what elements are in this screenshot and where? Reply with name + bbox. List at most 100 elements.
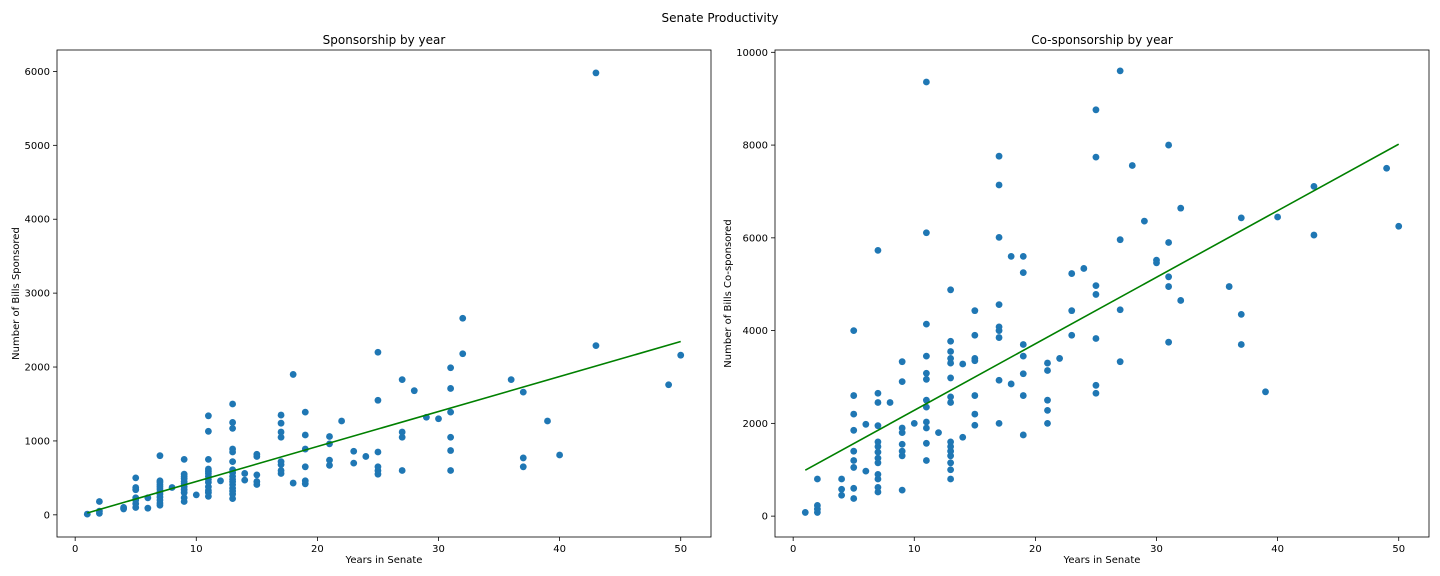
data-point xyxy=(289,479,297,487)
data-point xyxy=(350,459,358,467)
data-point xyxy=(229,400,237,408)
data-point xyxy=(1007,252,1015,260)
data-point xyxy=(1019,431,1027,439)
data-point xyxy=(144,504,152,512)
data-point xyxy=(971,307,979,315)
data-point xyxy=(1165,283,1173,290)
data-point xyxy=(277,419,285,427)
data-point xyxy=(862,467,870,475)
data-point xyxy=(995,181,1003,189)
data-point xyxy=(180,456,188,463)
data-point xyxy=(362,453,370,460)
data-point xyxy=(874,454,882,462)
data-point xyxy=(204,412,212,420)
data-point xyxy=(519,463,527,471)
data-point xyxy=(995,323,1003,331)
data-point xyxy=(1044,396,1051,404)
data-point xyxy=(947,438,955,446)
data-point xyxy=(1165,239,1173,246)
data-point xyxy=(862,420,870,428)
data-point xyxy=(898,424,906,432)
x-tick-label: 50 xyxy=(674,544,687,555)
data-point xyxy=(947,466,955,474)
data-point xyxy=(898,486,906,494)
data-point xyxy=(277,458,285,466)
data-point xyxy=(838,485,846,493)
data-point xyxy=(838,475,846,483)
data-point xyxy=(922,375,930,383)
data-point xyxy=(971,421,979,429)
data-point xyxy=(995,376,1003,384)
data-point xyxy=(229,419,237,426)
y-tick-label: 1000 xyxy=(25,436,50,447)
data-point xyxy=(922,424,930,432)
data-point xyxy=(1165,273,1173,281)
data-point xyxy=(217,477,224,485)
data-point xyxy=(947,459,955,467)
x-tick-label: 40 xyxy=(1271,544,1284,555)
data-point xyxy=(1274,213,1282,221)
data-point xyxy=(971,410,979,418)
data-point xyxy=(850,392,858,399)
data-point xyxy=(156,452,164,460)
data-point xyxy=(1092,381,1100,389)
data-point xyxy=(947,393,955,401)
data-point xyxy=(1044,367,1051,374)
data-point xyxy=(1092,282,1100,290)
chart-title: Sponsorship by year xyxy=(323,33,446,47)
data-point xyxy=(995,334,1003,341)
data-point xyxy=(326,433,333,440)
data-point xyxy=(447,433,455,441)
x-tick-label: 0 xyxy=(72,544,78,555)
data-point xyxy=(850,410,858,418)
data-point xyxy=(1383,164,1391,172)
y-tick-label: 4000 xyxy=(743,326,768,337)
data-point xyxy=(1092,389,1100,397)
data-point xyxy=(850,327,858,335)
data-point xyxy=(374,348,382,356)
data-point xyxy=(398,428,406,436)
plot-frame xyxy=(56,49,712,538)
data-point xyxy=(447,364,455,372)
data-point xyxy=(874,470,882,478)
y-axis-label: Number of Bills Sponsored xyxy=(11,227,22,360)
figure-suptitle: Senate Productivity xyxy=(662,11,779,25)
y-tick-label: 5000 xyxy=(25,141,50,152)
data-point xyxy=(398,433,406,441)
data-point xyxy=(1019,252,1027,260)
data-point xyxy=(253,450,261,458)
y-tick-label: 6000 xyxy=(743,233,768,244)
data-point xyxy=(120,504,128,511)
data-point xyxy=(898,378,906,386)
data-point xyxy=(556,451,564,459)
data-point xyxy=(1092,106,1100,114)
data-point xyxy=(1068,307,1076,315)
data-point xyxy=(910,419,918,427)
data-point xyxy=(801,509,809,516)
data-point xyxy=(1237,341,1245,348)
data-point xyxy=(410,387,418,395)
data-point xyxy=(874,438,882,446)
data-point xyxy=(947,337,955,345)
data-point xyxy=(156,477,164,485)
data-point xyxy=(277,411,285,419)
x-tick-label: 10 xyxy=(190,544,203,555)
data-point xyxy=(947,374,955,382)
data-point xyxy=(132,474,140,482)
x-axis-label: Years in Senate xyxy=(345,555,423,566)
regression-line xyxy=(804,143,1400,471)
y-tick-label: 0 xyxy=(44,510,50,521)
data-point xyxy=(898,447,906,455)
y-tick-label: 2000 xyxy=(25,363,50,374)
data-point xyxy=(459,350,467,358)
data-point xyxy=(898,440,906,448)
data-point xyxy=(838,491,846,499)
data-point xyxy=(1165,141,1173,149)
data-point xyxy=(277,428,285,436)
data-point xyxy=(229,424,237,432)
data-point xyxy=(1019,341,1027,348)
data-point xyxy=(935,429,942,437)
data-point xyxy=(813,475,821,483)
data-point xyxy=(277,433,285,441)
